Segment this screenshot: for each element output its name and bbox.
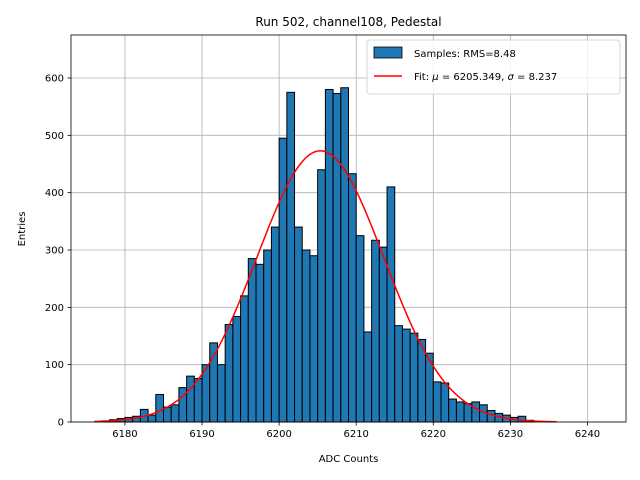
- legend-fit-sep: ,: [501, 72, 507, 83]
- y-tick-label: 400: [45, 188, 64, 199]
- x-tick-label: 6190: [189, 429, 214, 440]
- y-tick-label: 300: [45, 246, 64, 257]
- histogram-bar: [216, 364, 226, 423]
- histogram-bar: [278, 137, 288, 423]
- y-tick-label: 500: [45, 131, 64, 142]
- histogram-bar: [255, 263, 265, 423]
- legend-fit-sigma-eq: =: [514, 72, 529, 83]
- histogram-bar: [170, 404, 180, 423]
- legend-fit-prefix: Fit:: [414, 72, 432, 83]
- legend-fit-label: Fit: μ = 6205.349, σ = 8.237: [414, 72, 557, 83]
- y-tick-label: 200: [45, 303, 64, 314]
- legend-box: [366, 39, 621, 95]
- y-tick-label: 600: [45, 74, 64, 85]
- legend-fit-mu-value: 6205.349: [453, 72, 501, 83]
- legend-fit-mu-eq: =: [439, 72, 454, 83]
- histogram-bar: [193, 377, 203, 423]
- chart-title: Run 502, channel108, Pedestal: [255, 15, 441, 29]
- histogram-bar: [355, 235, 365, 423]
- x-axis-label: ADC Counts: [319, 454, 379, 465]
- histogram-bar: [186, 375, 195, 423]
- histogram-bar: [301, 249, 311, 423]
- histogram-bar: [409, 332, 419, 423]
- histogram-bar: [363, 331, 373, 423]
- x-tick-label: 6200: [266, 429, 291, 440]
- histogram-bar: [247, 258, 257, 423]
- histogram-bar: [455, 401, 465, 423]
- histogram-bar: [263, 249, 272, 423]
- histogram-bar: [340, 87, 349, 423]
- histogram-bar: [401, 328, 411, 423]
- histogram-bar: [317, 169, 326, 423]
- axis-ticks: 6180 6190 6200 6210 6220 6230 6240 0 100 200 300 40…: [45, 74, 600, 441]
- x-tick-label: 6220: [421, 429, 446, 440]
- y-tick-label: 100: [45, 360, 64, 371]
- histogram-bar: [378, 246, 388, 423]
- histogram-bar: [440, 382, 450, 423]
- x-tick-label: 6230: [498, 429, 523, 440]
- histogram-bar: [240, 295, 249, 423]
- histogram-bar: [432, 381, 442, 423]
- x-tick-label: 6240: [575, 429, 600, 440]
- histogram-bar: [286, 91, 296, 423]
- x-tick-label: 6210: [343, 429, 368, 440]
- histogram-bars: [101, 87, 535, 423]
- gaussian-fit-curve: [94, 150, 557, 423]
- x-tick-label: 6180: [112, 429, 137, 440]
- legend-histogram-swatch: [373, 46, 403, 59]
- legend: Samples: RMS=8.48 Fit: μ = 6205.349, σ =…: [366, 39, 621, 95]
- histogram-bar: [294, 226, 303, 423]
- legend-fit-sigma-value: 8.237: [529, 72, 558, 83]
- histogram-bar: [448, 398, 457, 423]
- histogram-bar: [147, 414, 157, 423]
- histogram-bar: [394, 325, 403, 423]
- y-axis-label: Entries: [17, 212, 28, 247]
- histogram-bar: [348, 173, 357, 423]
- legend-histogram-label: Samples: RMS=8.48: [414, 49, 516, 60]
- y-tick-label: 0: [58, 418, 64, 429]
- histogram-bar: [471, 401, 481, 423]
- histogram-bar: [386, 186, 396, 423]
- histogram-bar: [232, 316, 242, 423]
- histogram-bar: [332, 92, 342, 423]
- histogram-bar: [270, 226, 280, 423]
- histogram-bar: [155, 393, 165, 423]
- histogram-bar: [224, 324, 234, 423]
- legend-fit-mu-symbol: μ: [431, 72, 438, 83]
- histogram-bar: [371, 239, 380, 423]
- histogram-bar: [309, 255, 319, 423]
- legend-fit-sigma-symbol: σ: [507, 72, 514, 83]
- plot-frame: [70, 34, 627, 423]
- histogram-bar: [324, 88, 334, 423]
